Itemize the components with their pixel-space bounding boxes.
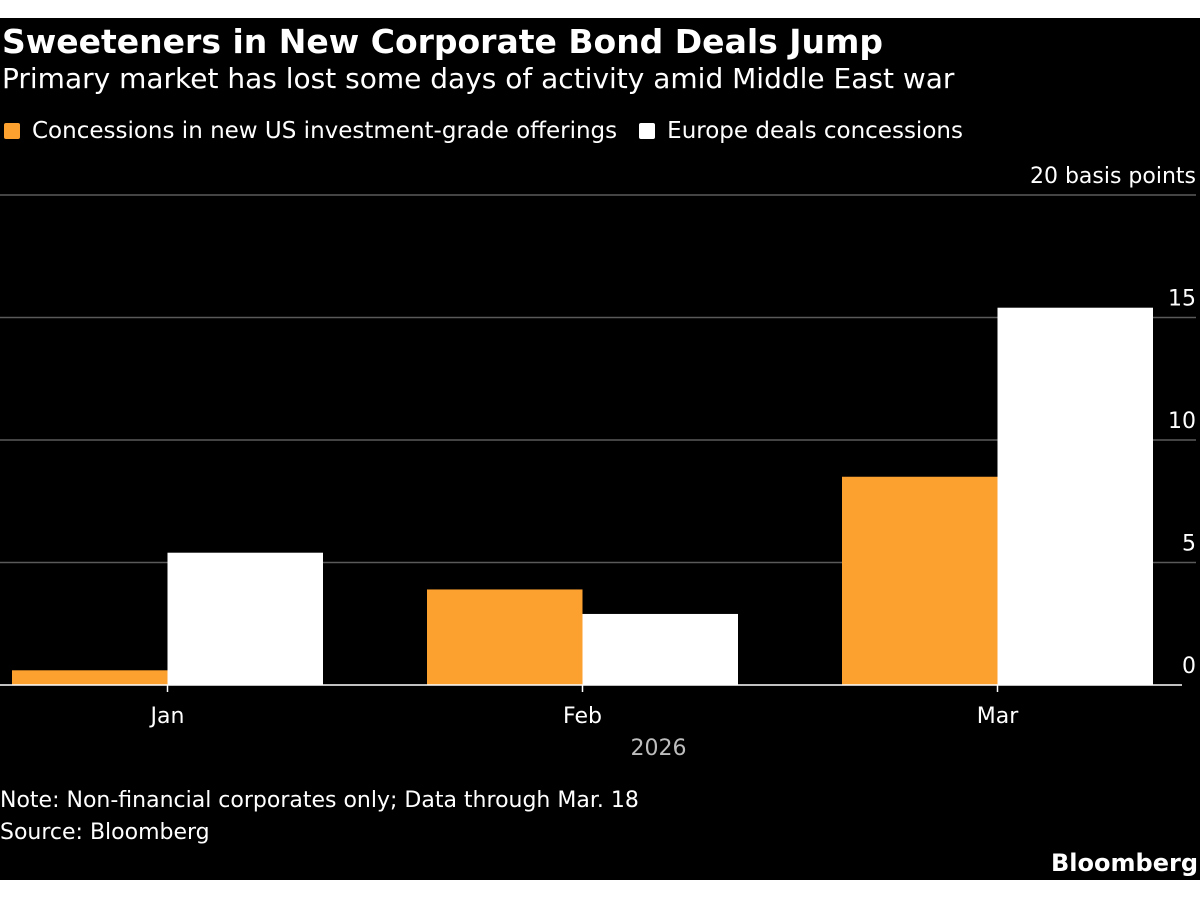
legend-label-europe: Europe deals concessions	[667, 118, 963, 144]
chart-subtitle: Primary market has lost some days of act…	[2, 62, 955, 95]
y-tick-label-20: 20 basis points	[1030, 164, 1196, 189]
x-tick-label-jan: Jan	[149, 704, 185, 729]
bar-us-mar	[842, 476, 998, 685]
bar-us-jan	[12, 670, 168, 685]
legend-item-us: Concessions in new US investment-grade o…	[4, 118, 617, 144]
chart-container: Sweeteners in New Corporate Bond Deals J…	[0, 18, 1200, 880]
legend-item-europe: Europe deals concessions	[639, 118, 963, 144]
x-tick-label-feb: Feb	[563, 704, 602, 729]
chart-title: Sweeteners in New Corporate Bond Deals J…	[2, 22, 884, 61]
bar-europe-feb	[582, 613, 738, 685]
chart-plot: 0 5 10 15 20 basis points Jan Feb Mar 2026	[0, 164, 1196, 761]
bar-us-feb	[427, 589, 583, 685]
y-tick-label-15: 15	[1168, 287, 1196, 312]
bloomberg-logo: Bloomberg	[1051, 849, 1198, 877]
y-tick-label-0: 0	[1182, 654, 1196, 679]
legend-label-us: Concessions in new US investment-grade o…	[32, 118, 618, 144]
y-tick-label-5: 5	[1182, 532, 1196, 557]
x-group-label: 2026	[631, 736, 687, 761]
chart-note: Note: Non-financial corporates only; Dat…	[0, 788, 639, 813]
y-tick-label-10: 10	[1168, 409, 1196, 434]
legend: Concessions in new US investment-grade o…	[4, 118, 985, 144]
bar-europe-jan	[167, 552, 323, 685]
legend-swatch-europe	[639, 123, 656, 139]
chart-source: Source: Bloomberg	[0, 820, 210, 845]
x-tick-label-mar: Mar	[977, 704, 1019, 729]
legend-swatch-us	[4, 123, 20, 139]
bar-europe-mar	[997, 307, 1153, 685]
